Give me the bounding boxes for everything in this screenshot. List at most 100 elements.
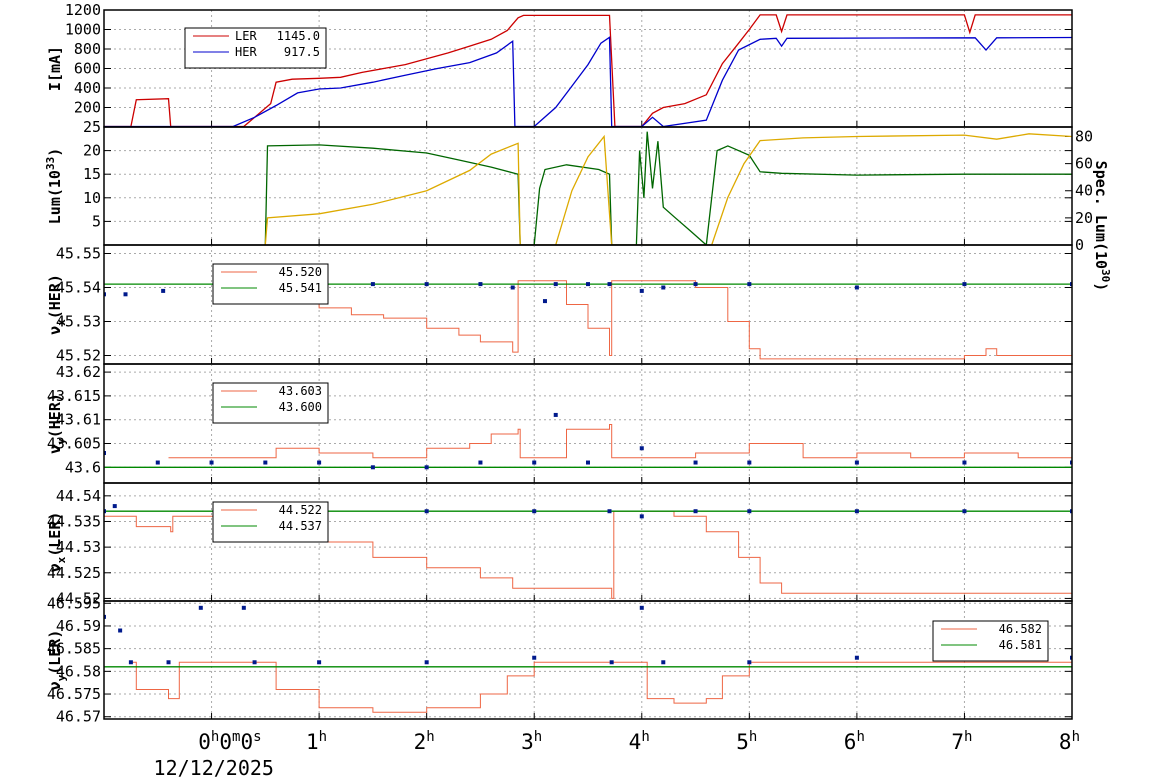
y-tick-label: 43.615 xyxy=(47,387,101,405)
scatter-point xyxy=(510,285,515,290)
right-y-tick-label: 60 xyxy=(1075,155,1093,173)
x-axis-date: 12/12/2025 xyxy=(154,756,274,780)
right-y-tick-label: 80 xyxy=(1075,127,1093,145)
x-tick-main: 8 xyxy=(1059,730,1072,754)
scatter-point xyxy=(1070,509,1072,514)
scatter-point xyxy=(1070,282,1072,287)
scatter-point xyxy=(317,660,322,665)
legend: LER 1145.0 HER 917.5 xyxy=(184,27,327,69)
x-tick-label: 2h xyxy=(414,729,435,754)
x-tick-label: 1h xyxy=(306,729,327,754)
y-tick-label: 25 xyxy=(83,118,101,136)
y-axis-label: νy(HER) xyxy=(46,393,68,454)
scatter-point xyxy=(424,660,429,665)
scatter-point xyxy=(553,282,558,287)
right-y-tick-label: 20 xyxy=(1075,209,1093,227)
y-tick-label: 15 xyxy=(83,165,101,183)
x-tick-label: 7h xyxy=(951,729,972,754)
scatter-point xyxy=(478,460,483,465)
y-axis-label-end: (LER) xyxy=(46,630,64,675)
y-tick-label: 43.6 xyxy=(65,458,101,476)
right-y-axis-label: Spec. Lum(1030) xyxy=(1092,161,1112,292)
scatter-point xyxy=(693,282,698,287)
x-tick-label: 8h xyxy=(1059,729,1080,754)
scatter-point xyxy=(607,509,612,514)
legend-value: 46.582 xyxy=(999,622,1042,636)
y-axis-label-end: ) xyxy=(46,148,64,157)
panel-frame xyxy=(103,600,1073,720)
x-tick-label: 6h xyxy=(844,729,865,754)
y-tick-label: 20 xyxy=(83,142,101,160)
scatter-point xyxy=(661,285,666,290)
scatter-point xyxy=(532,460,537,465)
y-axis-label-text: Lum(10 xyxy=(46,170,64,224)
x-tick-main: 6 xyxy=(844,730,857,754)
scatter-point xyxy=(252,660,257,665)
y-axis-label-sub: y xyxy=(55,674,68,681)
panel-nux-her: 45.52 45.53 45.54 45.55 νx(HER) 45.520 45.541 xyxy=(46,244,1073,365)
plot-area xyxy=(264,131,1072,245)
scatter-point xyxy=(747,660,752,665)
y-tick-label: 10 xyxy=(83,189,101,207)
scatter-point xyxy=(639,605,644,610)
panel-frame xyxy=(103,126,1073,246)
y-tick-label: 45.52 xyxy=(56,347,101,365)
scatter-point xyxy=(854,655,859,660)
scatter-point xyxy=(424,282,429,287)
scatter-point xyxy=(123,292,128,297)
legend-name: HER xyxy=(235,45,257,59)
scatter-point xyxy=(609,660,614,665)
panel-nux-ler: 44.52 44.525 44.53 44.535 44.54 νx(LER) 44.522… xyxy=(46,482,1073,607)
scatter-point xyxy=(104,614,106,619)
scatter-point xyxy=(370,282,375,287)
x-tick-sup: h xyxy=(211,729,219,745)
y-axis-label-text: I[mA] xyxy=(46,46,64,91)
x-tick-sup: h xyxy=(964,729,972,745)
scatter-point xyxy=(241,605,246,610)
legend: 44.522 44.537 xyxy=(212,501,329,543)
y-axis-label-text: ν xyxy=(46,326,64,335)
scatter-point xyxy=(586,282,590,287)
y-axis-label-end: (LER) xyxy=(46,512,64,557)
x-tick-main: 4 xyxy=(629,730,642,754)
y-tick-label: 46.58 xyxy=(56,662,101,680)
legend-value: 45.541 xyxy=(279,281,322,295)
scatter-point xyxy=(118,628,123,633)
y-tick-label: 45.53 xyxy=(56,313,101,331)
y-axis-label: νx(LER) xyxy=(46,512,68,573)
scatter-point xyxy=(693,509,698,514)
right-y-axis-label-end: ) xyxy=(1092,282,1110,291)
x-tick-sup: h xyxy=(319,729,327,745)
scatter-point xyxy=(128,660,133,665)
legend-value: 45.520 xyxy=(279,265,322,279)
scatter-point xyxy=(962,282,967,287)
y-tick-label: 43.61 xyxy=(56,411,101,429)
scatter-point xyxy=(962,509,967,514)
scatter-point xyxy=(532,509,537,514)
y-axis-label-text: ν xyxy=(46,445,64,454)
scatter-point xyxy=(166,660,171,665)
x-tick-main: 1 xyxy=(306,730,319,754)
y-tick-label: 1000 xyxy=(65,21,101,39)
y-axis-label-sub: x xyxy=(55,319,68,326)
legend: 46.582 46.581 xyxy=(932,620,1049,662)
y-tick-label: 800 xyxy=(74,40,101,58)
x-tick-sup: h xyxy=(641,729,649,745)
legend-box xyxy=(212,501,329,543)
x-tick-main: 0 xyxy=(198,730,211,754)
scatter-point xyxy=(962,460,967,465)
y-tick-label: 45.55 xyxy=(56,245,101,263)
scatter-point xyxy=(104,509,106,514)
y-axis-label-sub: y xyxy=(55,438,68,445)
scatter-point xyxy=(639,514,644,519)
x-tick-sup: h xyxy=(749,729,757,745)
y-tick-label: 600 xyxy=(74,60,101,78)
y-tick-label: 46.585 xyxy=(47,640,101,658)
y-axis-label-sup: 33 xyxy=(44,157,57,170)
y-axis-label-end: (HER) xyxy=(46,393,64,438)
plot-area xyxy=(104,412,1072,470)
y-axis-label-text: ν xyxy=(46,681,64,690)
scatter-point xyxy=(542,299,547,304)
scatter-point xyxy=(661,660,666,665)
